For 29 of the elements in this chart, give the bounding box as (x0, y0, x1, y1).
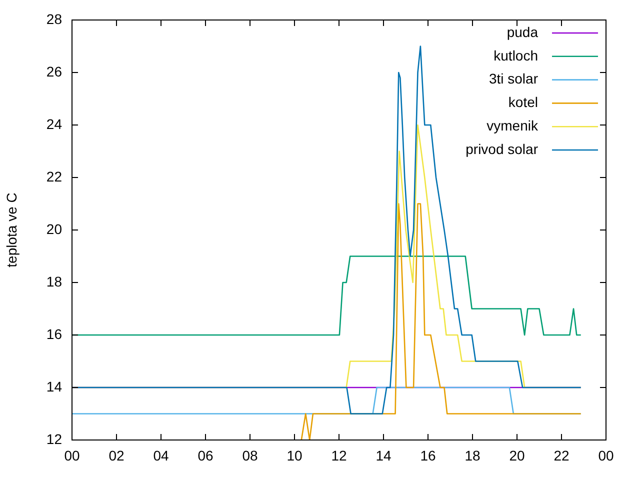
x-tick-label: 10 (286, 447, 302, 464)
y-tick-label: 14 (46, 378, 62, 394)
y-tick-label: 24 (46, 116, 62, 132)
y-tick-label: 16 (46, 326, 62, 342)
x-tick-label: 12 (331, 447, 347, 464)
x-tick-label: 18 (464, 447, 480, 464)
x-tick-label: 06 (198, 447, 214, 464)
y-tick-label: 26 (46, 63, 62, 80)
y-tick-label: 12 (46, 430, 62, 447)
x-tick-label: 08 (242, 447, 258, 464)
y-tick-label: 20 (46, 220, 62, 237)
legend-label: kotel (508, 94, 538, 110)
x-tick-label: 00 (598, 447, 614, 464)
x-tick-label: 20 (509, 447, 525, 464)
x-tick-label: 22 (554, 447, 570, 464)
legend-label: puda (506, 24, 538, 40)
x-tick-label: 14 (376, 447, 392, 464)
y-tick-label: 28 (46, 10, 62, 27)
x-tick-label: 04 (153, 447, 169, 464)
y-tick-label: 22 (46, 168, 62, 184)
legend-label: kutloch (494, 47, 538, 64)
y-axis-title: teplota ve C (3, 192, 20, 268)
legend-label: privod solar (466, 140, 538, 157)
x-tick-label: 16 (420, 447, 436, 464)
y-tick-label: 18 (46, 273, 62, 290)
legend-label: vymenik (486, 117, 539, 134)
legend-label: 3ti solar (488, 70, 538, 87)
x-tick-label: 00 (64, 447, 80, 464)
x-tick-label: 02 (108, 447, 124, 464)
